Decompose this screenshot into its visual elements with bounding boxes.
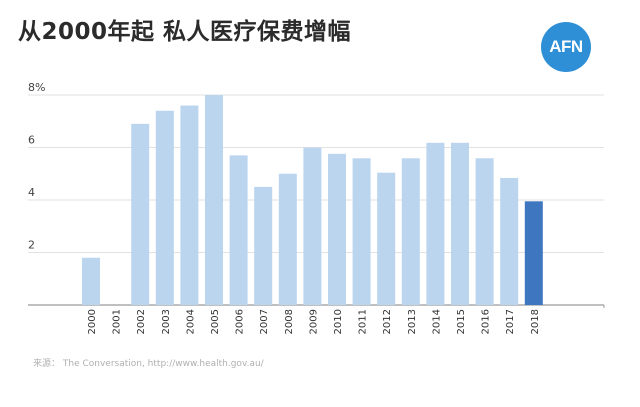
afn-logo: AFN	[541, 22, 591, 72]
bar-2017	[500, 177, 519, 305]
bar-2018	[524, 201, 543, 305]
x-tick-label-2012: 2012	[382, 309, 393, 334]
x-tick-label-2016: 2016	[481, 309, 492, 334]
bar-2006	[229, 155, 248, 305]
chart-title: 从2000年起 私人医疗保费增幅	[18, 19, 352, 45]
y-tick-labels: 2 4 6 8%	[28, 81, 45, 252]
bar-2008	[278, 173, 297, 305]
x-tick-label-2002: 2002	[136, 309, 147, 334]
x-tick-label-2014: 2014	[431, 309, 442, 334]
x-tick-label-2000: 2000	[87, 309, 98, 334]
x-tick-label-2015: 2015	[456, 309, 467, 334]
bar-2010	[328, 153, 346, 305]
bar-2003	[155, 110, 174, 305]
x-tick-label-2007: 2007	[259, 309, 270, 334]
x-tick-label-2008: 2008	[284, 309, 295, 334]
x-tick-label-2009: 2009	[308, 309, 319, 334]
y-tick-label: 4	[28, 186, 35, 199]
x-tick-label-2003: 2003	[161, 309, 172, 334]
x-tick-label-2010: 2010	[333, 309, 344, 334]
bar-2012	[377, 172, 396, 305]
x-tick-label-2001: 2001	[112, 309, 123, 334]
x-tick-label-2006: 2006	[235, 309, 246, 334]
y-tick-label: 6	[28, 134, 35, 147]
x-tick-label-2004: 2004	[185, 309, 196, 334]
bars	[82, 95, 543, 305]
bar-2007	[254, 186, 273, 305]
y-tick-label: 8%	[28, 81, 45, 94]
bar-2016	[475, 158, 494, 305]
y-tick-label: 2	[28, 239, 35, 252]
bar-2002	[131, 123, 150, 305]
bar-2004	[180, 105, 199, 305]
x-tick-label-2011: 2011	[358, 309, 369, 334]
x-tick-label-2018: 2018	[530, 309, 541, 334]
x-tick-labels: 2000 2001 2002 2003 2004 2005 2006 2007 2008 2009…	[87, 309, 541, 334]
bar-2000	[82, 257, 100, 305]
x-tick-label-2017: 2017	[505, 309, 516, 334]
x-tick-label-2013: 2013	[407, 309, 418, 334]
bar-2009	[303, 147, 322, 305]
x-tick-label-2005: 2005	[210, 309, 221, 334]
bar-2005	[205, 95, 223, 305]
bar-2014	[426, 142, 445, 305]
bar-2011	[352, 158, 371, 305]
source-note: 来源： The Conversation, http://www.health.…	[33, 359, 264, 369]
bar-2015	[451, 142, 469, 305]
bar-2013	[401, 158, 420, 305]
